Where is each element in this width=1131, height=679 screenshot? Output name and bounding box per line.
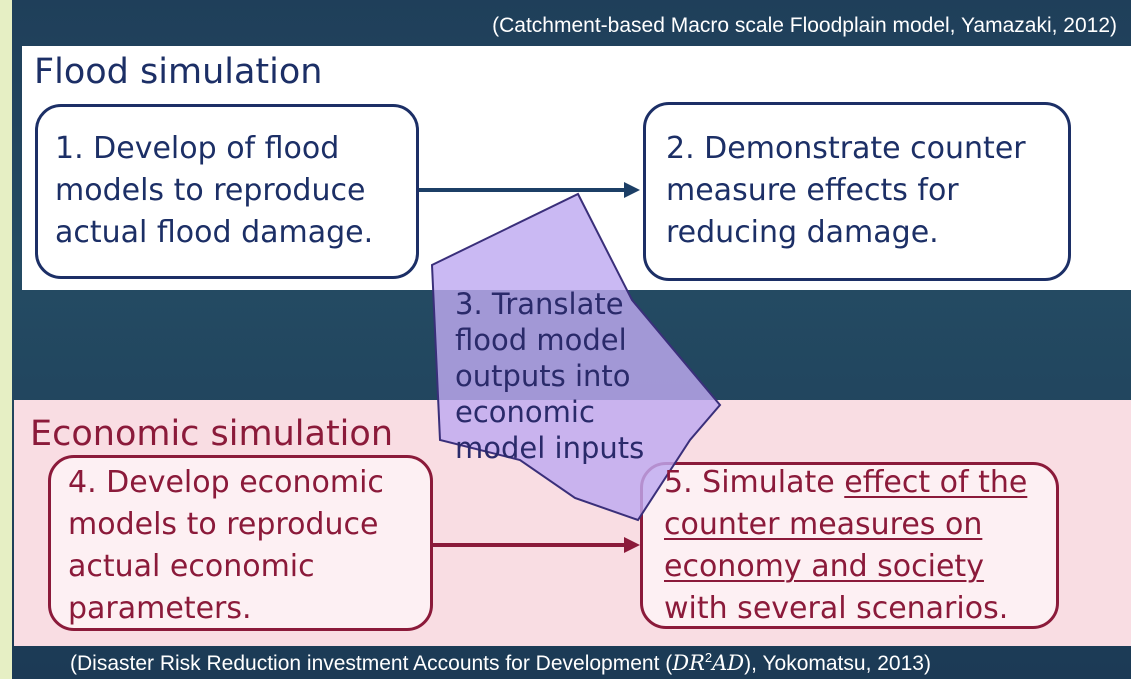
translate-arrow (430, 192, 722, 522)
text: 5. Simulate (664, 465, 845, 500)
box-2-text: 2. Demonstrate counter measure effects f… (666, 128, 1026, 254)
text-line: economic (455, 395, 595, 429)
arrowhead (624, 537, 640, 553)
text: ), Yokomatsu, 2013) (744, 652, 931, 675)
box-5 (640, 462, 1059, 629)
text-line: outputs into (455, 359, 631, 393)
text-line: measure effects for (666, 173, 959, 208)
box-1 (35, 104, 419, 279)
text-line: 4. Develop economic (68, 465, 384, 500)
text-line: reducing damage. (666, 215, 939, 250)
arrowhead (624, 182, 640, 198)
box-5-text: 5. Simulate effect of the counter measur… (664, 462, 1027, 630)
text-line: 3. Translate (455, 287, 624, 321)
top-citation: (Catchment-based Macro scale Floodplain … (492, 14, 1117, 37)
bottom-citation: (Disaster Risk Reduction investment Acco… (70, 650, 931, 676)
math: AD (712, 651, 745, 675)
text-line: parameters. (68, 591, 252, 626)
box-2 (643, 102, 1071, 281)
text-line: model inputs (455, 431, 645, 465)
economic-heading: Economic simulation (30, 414, 394, 454)
text-line: 1. Develop of flood (55, 131, 340, 166)
underlined-text: counter measures on (664, 507, 983, 542)
box-1-text: 1. Develop of flood models to reproduce … (55, 128, 373, 254)
text-line: models to reproduce (68, 507, 379, 542)
math: DR (672, 651, 705, 675)
edge-strip (0, 0, 12, 679)
translate-text: 3. Translate flood model outputs into ec… (455, 286, 644, 466)
text-line: 2. Demonstrate counter (666, 131, 1026, 166)
text-line: actual flood damage. (55, 215, 374, 250)
text-line: with several scenarios. (664, 591, 1009, 626)
underlined-text: economy and society (664, 549, 984, 584)
text-line: flood model (455, 323, 627, 357)
math: 2 (704, 650, 713, 665)
flood-heading: Flood simulation (34, 52, 323, 92)
text-line: models to reproduce (55, 173, 366, 208)
box-4 (48, 455, 433, 631)
text-line: actual economic (68, 549, 315, 584)
text: (Disaster Risk Reduction investment Acco… (70, 652, 673, 675)
underlined-text: effect of the (844, 465, 1028, 500)
box-4-text: 4. Develop economic models to reproduce … (68, 462, 384, 630)
